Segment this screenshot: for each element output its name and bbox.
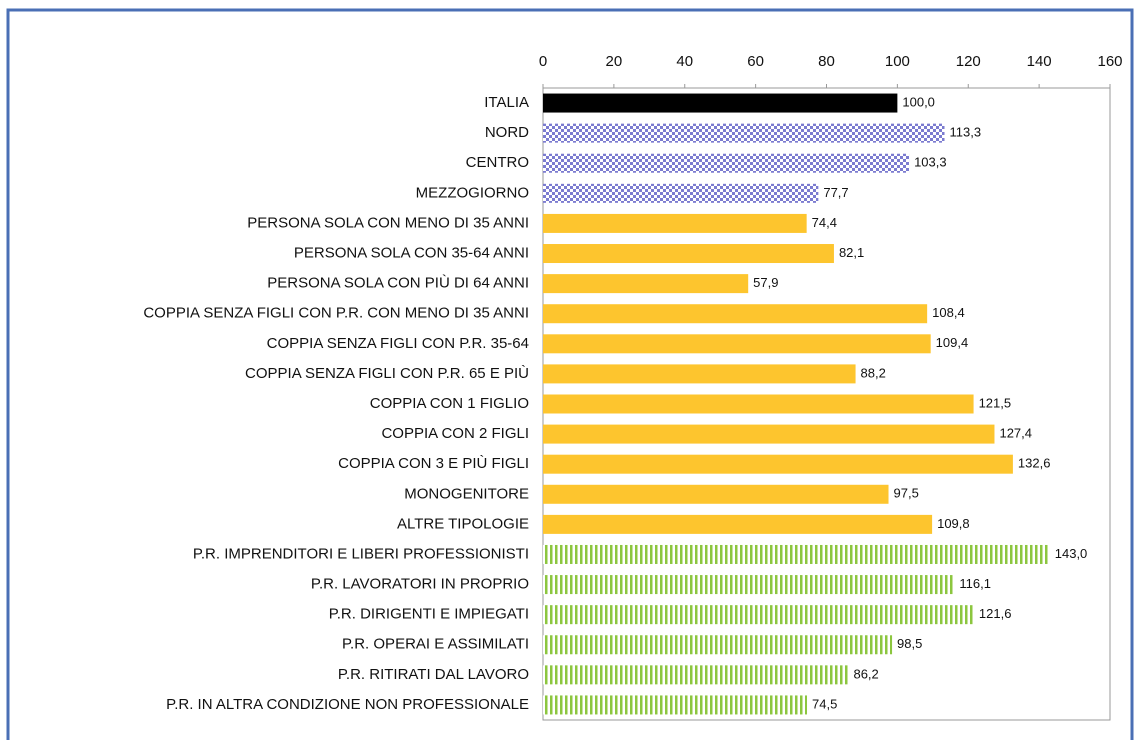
category-label: NORD xyxy=(485,124,529,141)
value-label: 127,4 xyxy=(999,426,1032,441)
value-label: 109,4 xyxy=(936,335,969,350)
value-label: 113,3 xyxy=(950,125,982,140)
bar xyxy=(543,274,749,294)
category-label: P.R. OPERAI E ASSIMILATI xyxy=(342,636,529,653)
bar xyxy=(543,244,834,264)
category-label: MONOGENITORE xyxy=(404,485,529,502)
category-label: P.R. IN ALTRA CONDIZIONE NON PROFESSIONA… xyxy=(166,696,529,713)
x-tick-label: 100 xyxy=(885,53,910,70)
value-label: 143,0 xyxy=(1055,546,1088,561)
x-tick-label: 40 xyxy=(676,53,693,70)
category-label: COPPIA SENZA FIGLI CON P.R. 35-64 xyxy=(267,335,529,352)
bar xyxy=(543,394,974,414)
category-label: COPPIA SENZA FIGLI CON P.R. 65 E PIÙ xyxy=(245,365,529,382)
value-label: 86,2 xyxy=(853,666,878,681)
bar xyxy=(543,213,807,233)
value-label: 57,9 xyxy=(753,275,778,290)
x-tick-label: 20 xyxy=(606,53,623,70)
value-label: 74,4 xyxy=(812,215,837,230)
bar xyxy=(543,635,893,655)
category-label: P.R. RITIRATI DAL LAVORO xyxy=(338,666,529,683)
bar xyxy=(543,123,945,143)
bar xyxy=(543,695,808,715)
frame xyxy=(6,8,1134,740)
bar xyxy=(543,665,849,685)
bar xyxy=(543,93,898,113)
value-label: 108,4 xyxy=(932,305,965,320)
bar xyxy=(543,514,933,534)
category-label: P.R. DIRIGENTI E IMPIEGATI xyxy=(329,606,529,623)
value-label: 97,5 xyxy=(894,486,919,501)
x-tick-label: 160 xyxy=(1097,53,1122,70)
category-label: PERSONA SOLA CON PIÙ DI 64 ANNI xyxy=(267,275,529,292)
value-label: 98,5 xyxy=(897,636,922,651)
category-label: COPPIA CON 2 FIGLI xyxy=(381,425,529,442)
category-label: MEZZOGIORNO xyxy=(416,184,529,201)
value-label: 103,3 xyxy=(914,155,947,170)
bar xyxy=(543,424,995,444)
x-tick-label: 120 xyxy=(956,53,981,70)
category-label: COPPIA SENZA FIGLI CON P.R. CON MENO DI … xyxy=(143,305,529,322)
value-label: 100,0 xyxy=(902,94,935,109)
category-label: CENTRO xyxy=(466,154,529,171)
value-label: 88,2 xyxy=(861,365,886,380)
bar xyxy=(543,544,1050,564)
x-tick-label: 140 xyxy=(1027,53,1052,70)
category-label: P.R. IMPRENDITORI E LIBERI PROFESSIONIST… xyxy=(193,545,529,562)
bar xyxy=(543,304,928,324)
x-tick-label: 0 xyxy=(539,53,547,70)
x-tick-label: 80 xyxy=(818,53,835,70)
value-label: 132,6 xyxy=(1018,456,1051,471)
value-label: 82,1 xyxy=(839,245,864,260)
category-label: PERSONA SOLA CON 35-64 ANNI xyxy=(294,244,529,261)
bar xyxy=(543,605,974,625)
bar xyxy=(543,334,931,354)
value-label: 121,6 xyxy=(979,606,1012,621)
bar xyxy=(543,153,910,173)
category-label: COPPIA CON 1 FIGLIO xyxy=(370,395,529,412)
category-label: P.R. LAVORATORI IN PROPRIO xyxy=(311,576,529,593)
category-label: PERSONA SOLA CON MENO DI 35 ANNI xyxy=(247,214,529,231)
value-label: 116,1 xyxy=(959,576,991,591)
bar xyxy=(543,575,955,595)
value-label: 74,5 xyxy=(812,696,837,711)
x-tick-label: 60 xyxy=(747,53,764,70)
bar xyxy=(543,484,889,504)
category-label: ITALIA xyxy=(484,94,529,111)
value-label: 121,5 xyxy=(979,395,1012,410)
category-label: ALTRE TIPOLOGIE xyxy=(397,515,529,532)
category-label: COPPIA CON 3 E PIÙ FIGLI xyxy=(338,455,529,472)
bar xyxy=(543,454,1013,474)
value-label: 109,8 xyxy=(937,516,970,531)
value-label: 77,7 xyxy=(823,185,848,200)
bar xyxy=(543,183,819,203)
bar xyxy=(543,364,856,384)
